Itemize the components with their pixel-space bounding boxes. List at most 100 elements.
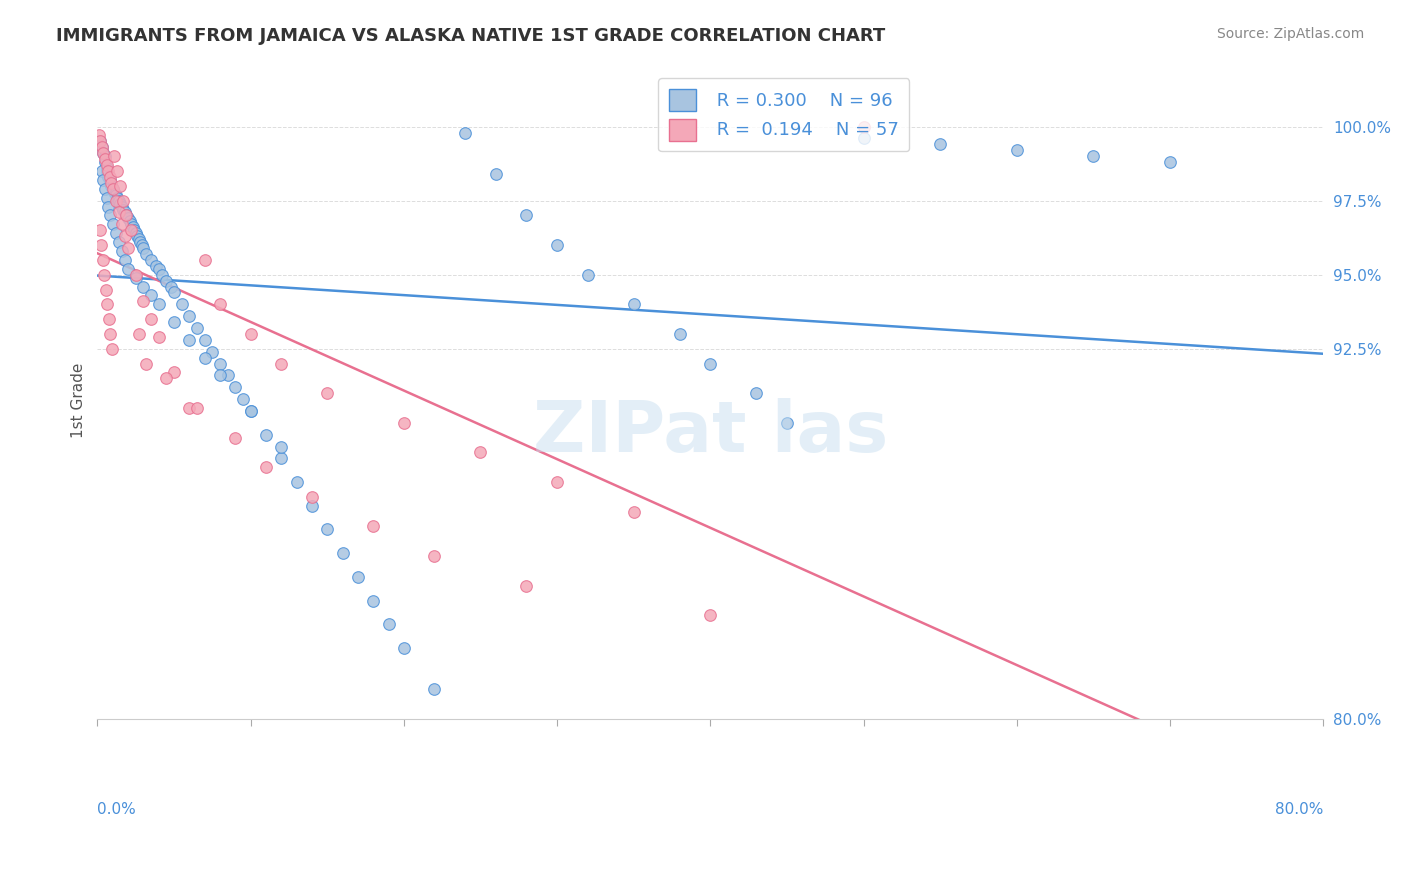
Point [117,261,139,276]
Point [163,285,186,300]
Point [186,321,208,335]
Text: Source: ZipAtlas.com: Source: ZipAtlas.com [1216,27,1364,41]
Point [224,431,246,445]
Point [127,229,149,244]
Point [270,451,292,466]
Point [105,191,128,205]
Point [120,223,142,237]
Point [93,268,115,282]
Point [104,187,127,202]
Point [124,268,146,282]
Point [114,205,136,219]
Point [699,608,721,623]
Point [186,401,208,415]
Point [107,194,129,208]
Point [239,404,262,418]
Point [96,191,118,205]
Point [128,326,150,341]
Point [135,247,157,261]
Text: IMMIGRANTS FROM JAMAICA VS ALASKA NATIVE 1ST GRADE CORRELATION CHART: IMMIGRANTS FROM JAMAICA VS ALASKA NATIVE… [56,27,886,45]
Point [145,259,167,273]
Point [96,161,118,175]
Point [89,135,111,149]
Point [93,173,115,187]
Point [316,523,339,537]
Point [91,140,114,154]
Point [93,146,115,161]
Point [776,416,799,430]
Point [699,357,721,371]
Point [377,617,399,632]
Point [114,252,136,267]
Point [270,440,292,454]
Point [485,167,508,181]
Point [132,294,155,309]
Point [117,211,139,226]
Point [101,182,124,196]
Point [852,131,875,145]
Point [148,330,170,344]
Point [122,223,145,237]
Point [232,392,254,406]
Point [91,140,114,154]
Point [316,386,339,401]
Point [124,270,146,285]
Text: ZIPat las: ZIPat las [533,398,889,467]
Point [98,209,121,223]
Point [239,326,262,341]
Point [132,279,155,293]
Point [100,178,122,193]
Point [110,178,132,193]
Point [104,194,127,208]
Point [115,209,138,223]
Point [301,499,323,513]
Point [224,380,246,394]
Point [194,252,217,267]
Point [114,229,136,244]
Text: 80.0%: 80.0% [1275,802,1323,817]
Point [301,490,323,504]
Point [179,401,201,415]
Point [101,342,124,356]
Point [132,241,155,255]
Point [155,371,177,385]
Point [208,297,231,311]
Point [105,164,128,178]
Point [576,268,599,282]
Point [110,196,132,211]
Point [96,158,118,172]
Point [194,333,217,347]
Point [94,149,117,163]
Point [150,268,173,282]
Point [103,149,125,163]
Point [270,357,292,371]
Point [1159,155,1181,169]
Point [101,217,124,231]
Point [148,261,170,276]
Point [128,232,150,246]
Point [101,182,124,196]
Point [98,173,121,187]
Point [546,238,568,252]
Point [111,200,134,214]
Point [148,297,170,311]
Point [118,214,141,228]
Point [254,460,277,475]
Point [96,164,118,178]
Point [124,226,146,240]
Point [623,297,645,311]
Point [97,164,120,178]
Legend:  R = 0.300    N = 96,  R =  0.194    N = 57: R = 0.300 N = 96, R = 0.194 N = 57 [658,78,910,152]
Point [423,549,446,563]
Point [454,126,477,140]
Point [93,146,115,161]
Y-axis label: 1st Grade: 1st Grade [72,363,86,438]
Point [163,315,186,329]
Point [239,404,262,418]
Point [332,546,354,560]
Point [155,274,177,288]
Point [1005,143,1028,157]
Point [104,226,127,240]
Point [117,241,139,255]
Point [208,368,231,383]
